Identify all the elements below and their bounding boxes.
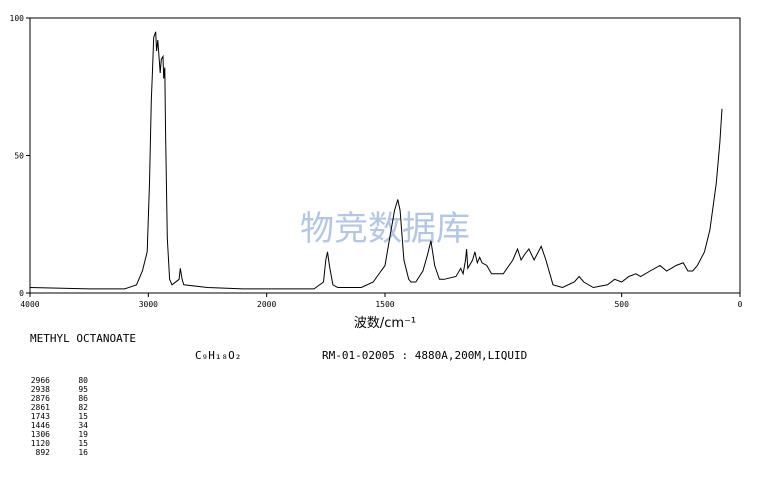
chart-title: METHYL OCTANOATE (30, 332, 136, 345)
peak-intensity: 34 (78, 421, 88, 430)
y-tick-label: 0 (19, 289, 24, 298)
x-tick-label: 1500 (375, 300, 394, 309)
peak-intensity: 95 (78, 385, 88, 394)
watermark: 物竞数据库 (300, 209, 470, 249)
x-tick-label: 0 (738, 300, 743, 309)
peak-wavenumber: 2938 (31, 385, 50, 394)
peak-intensity: 80 (78, 376, 88, 385)
plot-frame (29, 17, 741, 294)
peak-wavenumber: 1743 (31, 412, 50, 421)
x-tick-label: 3000 (139, 300, 158, 309)
peak-wavenumber: 1446 (31, 421, 50, 430)
peak-wavenumber: 2966 (31, 376, 50, 385)
x-tick-label: 2000 (257, 300, 276, 309)
x-axis-label: 波数/cm⁻¹ (354, 316, 416, 331)
peak-intensity: 16 (78, 448, 88, 457)
peak-intensity: 86 (78, 394, 88, 403)
spectrum-line (29, 31, 723, 290)
x-tick-label: 500 (614, 300, 629, 309)
peak-wavenumber: 1120 (31, 439, 50, 448)
formula: C₉H₁₈O₂ (195, 349, 241, 362)
peak-intensity: 15 (78, 412, 88, 421)
peak-intensity: 82 (78, 403, 88, 412)
peak-intensity: 15 (78, 439, 88, 448)
peak-wavenumber: 1306 (31, 430, 50, 439)
y-tick-label: 100 (10, 14, 25, 23)
peak-wavenumber: 892 (36, 448, 51, 457)
y-tick-label: 50 (14, 152, 24, 161)
peak-wavenumber: 2876 (31, 394, 50, 403)
peak-wavenumber: 2861 (31, 403, 50, 412)
x-tick-label: 4000 (20, 300, 39, 309)
peak-intensity: 19 (78, 430, 88, 439)
sample-info: RM-01-02005 : 4880A,200M,LIQUID (322, 349, 527, 362)
